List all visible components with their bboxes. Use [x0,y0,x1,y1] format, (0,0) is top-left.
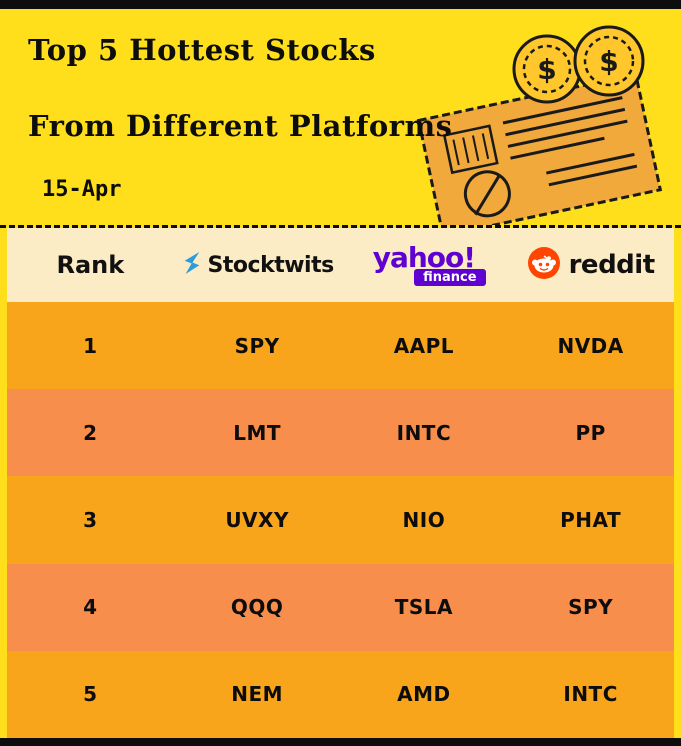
table-row: 2 LMT INTC PP [7,389,674,477]
rank-cell: 3 [83,508,98,532]
yahoo-cell: AAPL [393,333,455,358]
column-header-yahoo: yahoo! finance [362,241,486,286]
column-header-stocktwits: Stocktwits [181,250,334,280]
stocks-table: Rank Stocktwits yahoo! finance [7,228,674,739]
rank-cell: 2 [83,420,98,445]
coins-and-receipt-illustration: $ $ [416,25,663,225]
rank-cell: 4 [83,595,98,620]
table-row: 1 SPY AAPL NVDA [7,302,674,390]
reddit-cell: SPY [568,595,614,620]
table-row: 5 NEM AMD INTC [7,650,674,739]
stocktwits-bolt-icon [181,250,203,280]
svg-text:$: $ [599,45,618,78]
stocktwits-cell: SPY [234,333,280,358]
yahoo-cell: INTC [396,420,452,445]
dollar-coin-icon: $ [573,25,645,97]
receipt-icon [416,72,663,225]
stocktwits-cell: LMT [233,420,282,445]
table-body: 1 SPY AAPL NVDA 2 LMT INTC PP 3 UVXY NIO… [7,302,674,739]
bottom-border [0,738,681,746]
column-header-reddit: reddit [527,246,655,284]
rank-cell: 5 [83,682,98,707]
rank-cell: 1 [83,333,98,358]
table-row: 3 UVXY NIO PHAT [7,476,674,564]
title-line2: From Different Platforms [28,109,453,143]
reddit-cell: INTC [563,682,618,707]
top-border [0,0,681,9]
yahoo-wordmark: yahoo! [372,241,476,274]
yahoo-finance-badge: finance [414,269,486,286]
reddit-cell: NVDA [557,333,624,358]
reddit-label: reddit [568,250,656,280]
dashed-divider [0,225,681,228]
hero-section: Top 5 Hottest Stocks From Different Plat… [0,9,681,225]
column-header-rank: Rank [56,251,125,279]
table-row: 4 QQQ TSLA SPY [7,563,674,651]
date-label: 15-Apr [42,177,122,202]
yahoo-cell: TSLA [394,595,454,620]
reddit-cell: PHAT [560,508,622,532]
table-header-row: Rank Stocktwits yahoo! finance [7,228,674,302]
stocktwits-cell: NEM [231,682,284,707]
title-line1: Top 5 Hottest Stocks [28,33,376,67]
reddit-snoo-icon [527,246,561,284]
svg-text:$: $ [537,53,556,86]
reddit-cell: PP [575,420,606,445]
stocktwits-cell: QQQ [230,595,284,620]
stocktwits-label: Stocktwits [207,252,335,278]
yahoo-cell: AMD [397,682,451,707]
dollar-coin-icon: $ [512,34,582,104]
stocktwits-cell: UVXY [225,508,289,532]
yahoo-cell: NIO [402,508,446,532]
